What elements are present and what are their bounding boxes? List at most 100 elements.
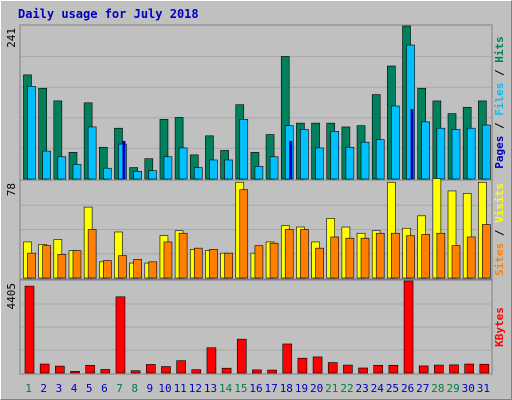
bar-sites (345, 237, 355, 279)
x-tick-label: 13 (204, 382, 217, 395)
bar-kbytes (161, 366, 171, 374)
x-tick-label: 5 (86, 382, 93, 395)
x-tick-label: 27 (416, 382, 429, 395)
bar-sites (209, 249, 218, 279)
panel-border-visits-sites (19, 179, 493, 280)
x-tick-label: 4 (71, 382, 78, 395)
bar-kbytes (358, 367, 368, 374)
x-tick-label: 10 (158, 382, 171, 395)
bar-sites (284, 229, 294, 279)
legend-separator: / (493, 63, 506, 83)
bar-sites (269, 242, 279, 279)
bar-files (436, 127, 446, 180)
bar-sites (87, 229, 97, 279)
legend-separator: / (493, 116, 506, 136)
bar-files (375, 139, 385, 180)
bar-sites (178, 232, 188, 279)
bar-files (360, 141, 370, 180)
bar-files (300, 129, 309, 180)
bar-kbytes (282, 343, 293, 374)
bar-files (451, 129, 461, 180)
x-tick-label: 24 (371, 382, 385, 395)
panel-border-kbytes (19, 279, 493, 375)
x-tick-label: 12 (189, 382, 202, 395)
x-tick-label: 31 (477, 382, 490, 395)
bar-sites (421, 234, 430, 279)
bar-files (72, 164, 82, 180)
bar-kbytes (297, 357, 308, 374)
bar-sites (239, 189, 249, 279)
legend-entry-hits: Hits (493, 36, 506, 63)
bar-files (315, 147, 324, 180)
bar-kbytes (191, 369, 202, 374)
bar-kbytes (464, 363, 474, 374)
bar-kbytes (24, 285, 35, 374)
legend-hits-files-pages: Pages / Files / Hits (493, 36, 506, 169)
bar-sites (42, 245, 51, 279)
bar-kbytes (403, 280, 414, 374)
bar-files (163, 156, 173, 180)
bar-files (209, 159, 218, 180)
bar-kbytes (221, 367, 232, 374)
legend-entry-sites: Sites (493, 243, 506, 276)
x-tick-label: 2 (40, 382, 47, 395)
bar-sites (118, 255, 127, 279)
legend-entry-files: Files (493, 83, 506, 116)
bar-files (42, 150, 51, 180)
bar-kbytes (70, 371, 80, 374)
bar-kbytes (418, 365, 429, 374)
bar-files (466, 127, 476, 180)
x-tick-label: 19 (295, 382, 308, 395)
x-tick-label: 9 (147, 382, 154, 395)
bar-sites (391, 232, 400, 279)
bar-files (239, 119, 249, 180)
legend-separator: / (493, 223, 506, 243)
x-tick-label: 15 (234, 382, 247, 395)
bar-kbytes (115, 296, 126, 374)
bar-files (421, 121, 430, 180)
legend-visits-sites: Sites / Visits (493, 183, 506, 276)
bar-kbytes (176, 360, 186, 374)
legend-entry-pages: Pages (493, 136, 506, 169)
bar-kbytes (85, 364, 95, 374)
bar-sites (224, 252, 233, 279)
bar-sites (451, 245, 461, 279)
bar-sites (57, 254, 67, 279)
bar-sites (300, 229, 309, 279)
bar-pages (122, 140, 126, 179)
x-tick-label: 8 (131, 382, 138, 395)
bar-sites (27, 252, 36, 279)
bar-sites (163, 241, 173, 279)
bar-kbytes (130, 370, 141, 374)
bar-kbytes (267, 369, 277, 374)
bar-sites (406, 235, 415, 279)
bar-kbytes (312, 356, 323, 374)
bar-kbytes (373, 364, 384, 374)
x-tick-label: 23 (356, 382, 369, 395)
bar-files (269, 156, 279, 180)
bar-sites (148, 261, 158, 279)
bar-sites (360, 237, 370, 279)
bar-files (57, 156, 67, 180)
bar-sites (133, 259, 142, 279)
bar-sites (482, 224, 491, 279)
x-tick-label: 22 (340, 382, 353, 395)
bar-kbytes (343, 364, 353, 374)
x-tick-label: 1 (25, 382, 32, 395)
bar-kbytes (252, 369, 262, 374)
y-max-label-kbytes: 4405 (5, 283, 18, 310)
bar-files (103, 167, 112, 180)
y-max-label-hits-files-pages: 241 (5, 28, 18, 48)
bar-sites (436, 232, 446, 279)
x-tick-label: 7 (116, 382, 123, 395)
x-tick-label: 25 (386, 382, 399, 395)
bar-sites (330, 236, 340, 279)
bar-kbytes (388, 364, 399, 374)
x-tick-label: 21 (325, 382, 338, 395)
bar-sites (466, 236, 476, 279)
bar-files (345, 146, 355, 180)
bar-files (254, 166, 264, 180)
bar-kbytes (145, 364, 156, 374)
x-tick-label: 20 (310, 382, 323, 395)
